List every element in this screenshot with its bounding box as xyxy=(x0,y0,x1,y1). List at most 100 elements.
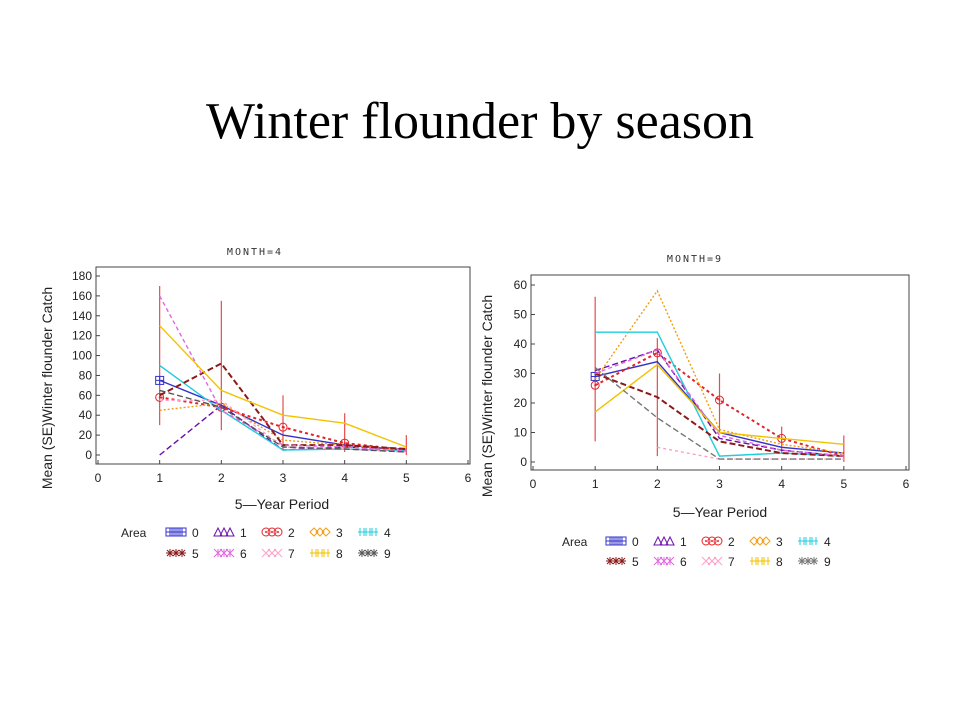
legend-label: 7 xyxy=(728,555,735,569)
series-line-area-9 xyxy=(159,389,407,453)
x-axis-label: 5—Year Period xyxy=(235,496,329,512)
legend-label: 2 xyxy=(288,526,295,540)
legend-item-area-8: 8 xyxy=(310,547,343,561)
plot-frame xyxy=(530,274,910,471)
legend-marker-icon xyxy=(707,536,717,546)
legend-label: 3 xyxy=(776,535,783,549)
legend-marker-icon xyxy=(358,549,366,557)
y-tick-label: 160 xyxy=(72,289,92,303)
x-tick-label: 3 xyxy=(716,477,723,491)
legend-label: 0 xyxy=(632,535,639,549)
legend-item-area-1: 1 xyxy=(213,526,247,540)
y-tick-label: 100 xyxy=(72,349,92,363)
data-point-marker xyxy=(155,392,165,402)
x-tick-label: 4 xyxy=(341,471,348,485)
legend-marker-icon xyxy=(225,526,235,537)
x-tick-label: 1 xyxy=(592,477,599,491)
legend-label: 8 xyxy=(776,555,783,569)
legend-marker-icon xyxy=(273,527,283,537)
y-axis-label: Mean (SE)Winter flounder Catch xyxy=(479,295,495,497)
series-line-area-5 xyxy=(159,362,407,450)
legend-item-area-6: 6 xyxy=(653,555,687,569)
series-line-area-8 xyxy=(159,325,407,448)
y-axis-label: Mean (SE)Winter flounder Catch xyxy=(39,287,55,489)
x-tick-label: 2 xyxy=(654,477,661,491)
legend-marker-icon xyxy=(166,549,174,557)
legend-marker-icon xyxy=(804,557,812,565)
series-line-area-1 xyxy=(594,349,844,457)
legend-item-area-4: 4 xyxy=(798,535,831,549)
x-tick-label: 6 xyxy=(903,477,910,491)
legend-marker-icon xyxy=(749,536,759,546)
legend-label: 6 xyxy=(240,547,247,561)
series-line-area-3 xyxy=(594,289,844,454)
chart-title: MONTH=4 xyxy=(227,247,283,258)
legend-marker-icon xyxy=(612,557,620,565)
y-tick-label: 180 xyxy=(72,269,92,283)
legend-marker-icon xyxy=(370,549,378,557)
legend-marker-icon xyxy=(713,556,723,566)
legend-item-area-8: 8 xyxy=(750,555,783,569)
legend-label: 0 xyxy=(192,526,199,540)
legend-title: Area xyxy=(562,535,588,549)
legend-marker-icon xyxy=(713,536,723,546)
legend-item-area-7: 7 xyxy=(701,555,735,569)
slide-title: Winter flounder by season xyxy=(205,93,755,150)
legend-item-area-9: 9 xyxy=(358,547,391,561)
series-line-area-5 xyxy=(594,372,844,458)
legend-item-area-0: 0 xyxy=(165,526,199,540)
x-tick-label: 1 xyxy=(156,471,163,485)
legend-marker-icon xyxy=(172,549,180,557)
legend-marker-icon xyxy=(665,535,675,546)
legend-marker-icon xyxy=(225,548,235,558)
legend-marker-icon xyxy=(213,526,223,537)
y-tick-label: 10 xyxy=(514,426,528,440)
x-tick-label: 5 xyxy=(840,477,847,491)
x-tick-label: 3 xyxy=(280,471,287,485)
legend-label: 1 xyxy=(680,535,687,549)
x-tick-label: 2 xyxy=(218,471,225,485)
series-line-area-9 xyxy=(594,367,844,460)
legend-label: 4 xyxy=(824,535,831,549)
legend-label: 4 xyxy=(384,526,391,540)
series-line-area-8 xyxy=(594,363,844,445)
legend-label: 7 xyxy=(288,547,295,561)
legend-item-area-6: 6 xyxy=(213,547,247,561)
legend-title: Area xyxy=(121,526,147,540)
legend-label: 3 xyxy=(336,526,343,540)
legend-marker-icon xyxy=(370,528,378,536)
legend-marker-icon xyxy=(219,526,229,537)
data-point-marker xyxy=(652,348,662,358)
legend-marker-icon xyxy=(273,548,283,558)
legend-marker-icon xyxy=(261,527,271,537)
legend-marker-icon xyxy=(798,557,806,565)
legend-marker-icon xyxy=(653,535,663,546)
legend-marker-icon xyxy=(810,557,818,565)
legend-item-area-2: 2 xyxy=(701,535,735,549)
series-line-area-6 xyxy=(594,349,844,457)
legend-label: 1 xyxy=(240,526,247,540)
x-tick-label: 4 xyxy=(778,477,785,491)
legend-item-area-0: 0 xyxy=(605,535,639,549)
legend-marker-icon xyxy=(267,527,277,537)
legend-marker-icon xyxy=(755,536,765,546)
y-tick-label: 30 xyxy=(514,367,528,381)
x-axis-label: 5—Year Period xyxy=(673,504,767,520)
legend-marker-icon xyxy=(321,527,331,537)
y-tick-label: 0 xyxy=(520,455,527,469)
y-tick-label: 20 xyxy=(514,396,528,410)
legend-item-area-2: 2 xyxy=(261,526,295,540)
legend-marker-icon xyxy=(177,527,187,537)
legend-item-area-7: 7 xyxy=(261,547,295,561)
legend-label: 9 xyxy=(824,555,831,569)
legend-item-area-4: 4 xyxy=(358,526,391,540)
legend-item-area-9: 9 xyxy=(798,555,831,569)
data-point-marker xyxy=(278,422,288,432)
x-tick-label: 5 xyxy=(403,471,410,485)
y-tick-label: 120 xyxy=(72,329,92,343)
legend-marker-icon xyxy=(606,557,614,565)
legend-label: 6 xyxy=(680,555,687,569)
legend-marker-icon xyxy=(762,557,770,565)
legend-marker-icon xyxy=(659,535,669,546)
